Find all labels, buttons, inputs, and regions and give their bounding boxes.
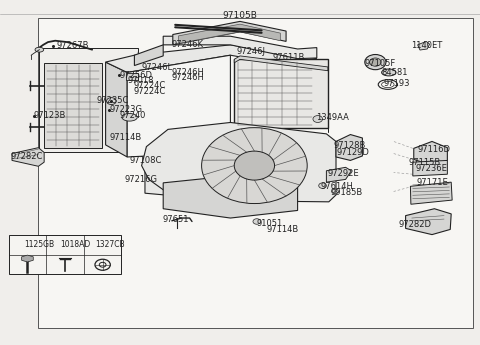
Ellipse shape [382,69,396,76]
Polygon shape [106,45,317,72]
Polygon shape [234,56,328,71]
Bar [39,48,138,152]
Circle shape [365,55,386,70]
Text: 97246L: 97246L [142,63,173,72]
Polygon shape [173,21,286,45]
Circle shape [234,151,275,180]
Polygon shape [12,148,44,166]
Text: 1140ET: 1140ET [411,41,442,50]
Text: 1349AA: 1349AA [316,113,348,122]
Polygon shape [413,160,447,176]
Text: 97114B: 97114B [109,133,142,142]
Text: 91051: 91051 [257,219,283,228]
Polygon shape [326,167,351,182]
Circle shape [370,58,381,66]
Text: 1327CB: 1327CB [95,240,125,249]
Text: 97236E: 97236E [416,164,447,173]
Text: 97128B: 97128B [334,141,366,150]
Text: 97240: 97240 [120,111,146,120]
Text: 97129D: 97129D [337,148,370,157]
Text: 97171E: 97171E [417,178,448,187]
Text: 97282D: 97282D [398,220,432,229]
Text: 97246H: 97246H [172,68,204,77]
Text: 97246J: 97246J [236,47,265,56]
Polygon shape [145,150,230,201]
Circle shape [332,189,338,194]
Text: 97246K: 97246K [172,40,204,49]
Text: 97292E: 97292E [327,169,359,178]
Polygon shape [134,45,163,66]
Text: 97651: 97651 [162,215,189,224]
Circle shape [319,183,326,188]
Text: 97267B: 97267B [57,41,89,50]
Polygon shape [106,62,127,157]
Polygon shape [163,176,298,218]
Text: 97018: 97018 [127,76,154,85]
Polygon shape [179,24,280,43]
Text: 1125GB: 1125GB [24,240,54,249]
Ellipse shape [35,47,44,52]
Text: 99185B: 99185B [330,188,362,197]
Circle shape [253,219,261,224]
Text: 97224C: 97224C [133,81,166,90]
Circle shape [313,116,323,122]
Polygon shape [418,41,430,50]
Text: 97223G: 97223G [109,105,143,114]
Text: 97108C: 97108C [130,156,162,165]
Polygon shape [406,209,451,235]
Text: 97123B: 97123B [34,111,66,120]
Bar [234,59,328,128]
Polygon shape [410,182,452,204]
Text: 97246H: 97246H [172,73,204,82]
Ellipse shape [122,114,137,121]
Polygon shape [142,122,336,202]
Text: 97193: 97193 [384,79,410,88]
Text: 97282C: 97282C [11,152,43,161]
Bar [126,73,138,80]
Text: 97611B: 97611B [273,53,305,62]
Text: 97256D: 97256D [119,71,152,80]
Text: 97235C: 97235C [97,96,129,105]
Polygon shape [127,55,230,157]
Text: 97105B: 97105B [223,11,257,20]
Text: 97105F: 97105F [365,59,396,68]
Text: 97224C: 97224C [133,87,166,96]
Polygon shape [336,135,362,160]
Text: 97216G: 97216G [125,175,158,184]
Circle shape [107,98,116,105]
Polygon shape [22,255,33,262]
Circle shape [202,128,307,204]
Text: 1018AD: 1018AD [60,240,91,249]
Polygon shape [163,36,317,59]
Text: 97116D: 97116D [418,145,451,154]
Text: 97115B: 97115B [409,158,441,167]
Text: 84581: 84581 [382,68,408,77]
Text: 97114B: 97114B [266,225,299,234]
Bar [9,235,121,274]
Text: 97614H: 97614H [321,182,353,191]
Bar [44,63,102,148]
Polygon shape [414,141,447,166]
